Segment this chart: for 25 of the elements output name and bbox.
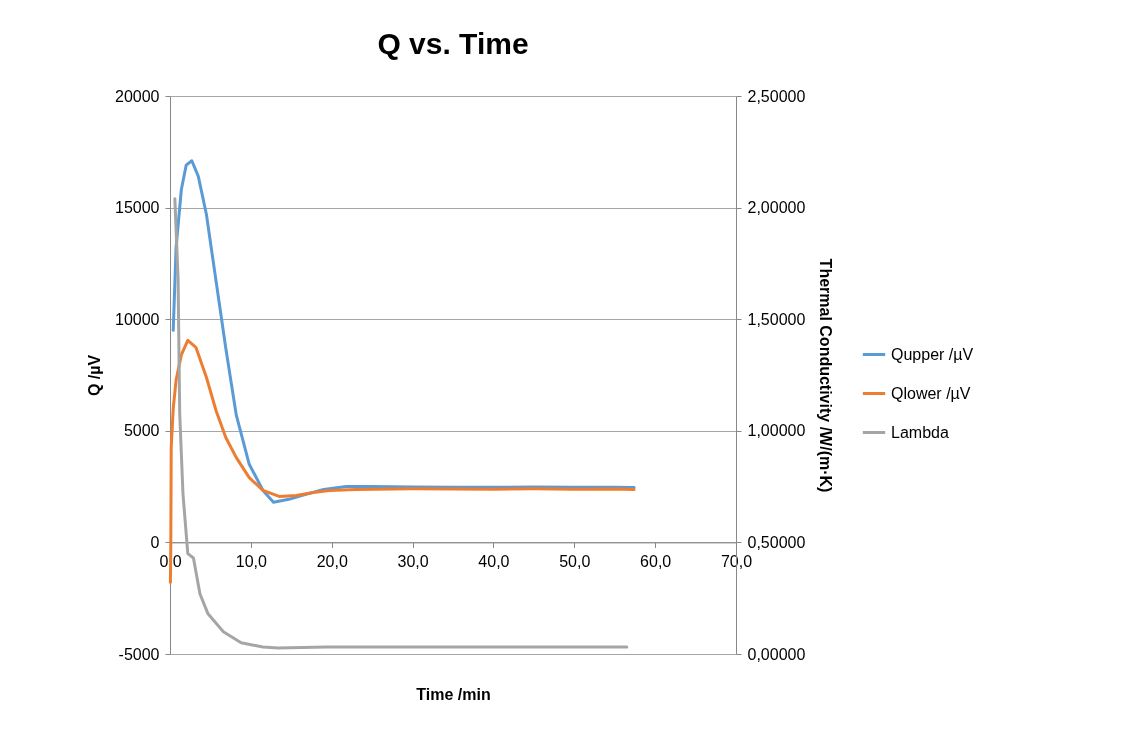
legend-label: Qupper /µV [891,345,974,363]
y2-tick-label: 2,00000 [747,199,806,217]
x-tick-label: 60,0 [640,552,672,570]
y-tick-label: 5000 [123,422,160,440]
x-tick-label: 20,0 [316,552,348,570]
y2-tick-label: 1,00000 [747,422,806,440]
y-tick-label: 15000 [115,199,160,217]
legend-label: Lambda [891,423,949,441]
x-axis-title: Time /min [416,685,491,703]
x-tick-label: 40,0 [478,552,510,570]
y-tick-label: 20000 [115,87,160,105]
y-tick-label: -5000 [118,645,160,663]
y2-axis-title: Thermal Conductivity /W/(m·K) [817,258,835,493]
y2-tick-label: 1,50000 [747,310,806,328]
y2-tick-label: 0,50000 [747,533,806,551]
x-tick-label: 10,0 [235,552,268,570]
y-tick-label: 10000 [115,310,160,328]
x-tick-label: 50,0 [559,552,591,570]
chart-title: Q vs. Time [377,27,529,60]
legend-label: Qlower /µV [891,384,971,402]
y2-tick-label: 2,50000 [747,87,806,105]
y-tick-label: 0 [150,533,160,551]
x-tick-label: 30,0 [397,552,429,570]
y2-tick-label: 0,00000 [747,645,806,663]
y-axis-title: Q /µV [86,354,104,397]
